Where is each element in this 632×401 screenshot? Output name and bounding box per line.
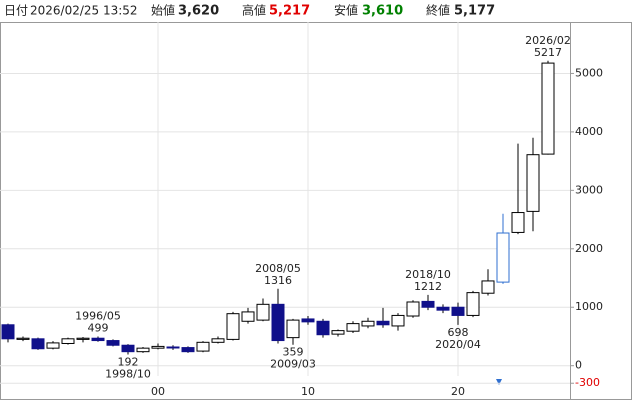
high-label: 高値 (242, 3, 266, 18)
annotation-date: 2008/05 (255, 262, 301, 275)
open-label: 始値 (151, 3, 175, 18)
annotation-value: 192 (118, 355, 139, 368)
date: 2026/02/25 13:52 (30, 4, 138, 18)
marker (496, 379, 502, 385)
y-tick-label: 2000 (575, 242, 603, 255)
candle-body (61, 338, 75, 344)
x-tick-label: 10 (301, 385, 315, 398)
candle-body (496, 232, 510, 283)
candle-body (421, 300, 435, 308)
y-tick-label: 3000 (575, 183, 603, 196)
candle-body (226, 313, 240, 340)
candle-body (541, 62, 555, 155)
candle-body (346, 323, 360, 332)
candle-body (76, 337, 90, 340)
annotation-date: 2009/03 (270, 358, 316, 371)
candle-body (211, 338, 225, 343)
candle-body (271, 303, 285, 342)
candle-body (106, 340, 120, 346)
x-tick-label: 20 (451, 385, 465, 398)
candle-body (121, 344, 135, 353)
annotation-date: 1996/05 (75, 310, 121, 323)
annotation-value: 698 (448, 326, 469, 339)
candle-body (451, 306, 465, 316)
candle-body (376, 320, 390, 326)
annotation-date: 2018/10 (405, 268, 451, 281)
candle-body (46, 342, 60, 349)
candle-body (286, 319, 300, 339)
candle-body (1, 324, 15, 340)
candle-body (301, 318, 315, 323)
y-tick-label: -300 (575, 376, 600, 389)
candle-body (166, 346, 180, 349)
candle-body (241, 311, 255, 322)
annotation-date: 1998/10 (105, 367, 151, 380)
high: 5,217 (269, 4, 310, 19)
annotation-date: 2020/04 (435, 338, 481, 351)
low: 3,610 (362, 4, 403, 19)
x-tick-label: 00 (151, 385, 165, 398)
low-label: 安値 (334, 3, 358, 18)
candle-body (181, 347, 195, 353)
candle-body (511, 212, 525, 233)
annotation-value: 1316 (264, 274, 292, 287)
candle-body (406, 301, 420, 317)
candle-body (361, 320, 375, 327)
candle-body (151, 345, 165, 349)
annotation-value: 499 (88, 322, 109, 335)
annotation-date: 2026/02 (525, 34, 571, 47)
candle-body (196, 341, 210, 352)
close: 5,177 (454, 4, 495, 19)
y-tick-label: 0 (575, 359, 582, 372)
candle-body (481, 280, 495, 294)
y-tick-label: 4000 (575, 125, 603, 138)
candle-body (91, 337, 105, 342)
open: 3,620 (178, 4, 219, 19)
close-label: 終値 (426, 3, 450, 18)
date-label: 日付 (4, 4, 28, 18)
y-tick-label: 5000 (575, 66, 603, 79)
y-tick-label: 1000 (575, 300, 603, 313)
annotation-value: 359 (283, 346, 304, 359)
candle-body (31, 338, 45, 350)
candle-body (136, 347, 150, 353)
candle-body (466, 292, 480, 316)
candle-body (256, 303, 270, 321)
candle-body (331, 330, 345, 335)
candle-body (16, 337, 30, 340)
candle-body (316, 320, 330, 336)
candle-body (526, 154, 540, 212)
annotation-value: 1212 (414, 280, 442, 293)
annotation-value: 5217 (534, 46, 562, 59)
candle-body (436, 306, 450, 311)
candle-body (391, 314, 405, 327)
